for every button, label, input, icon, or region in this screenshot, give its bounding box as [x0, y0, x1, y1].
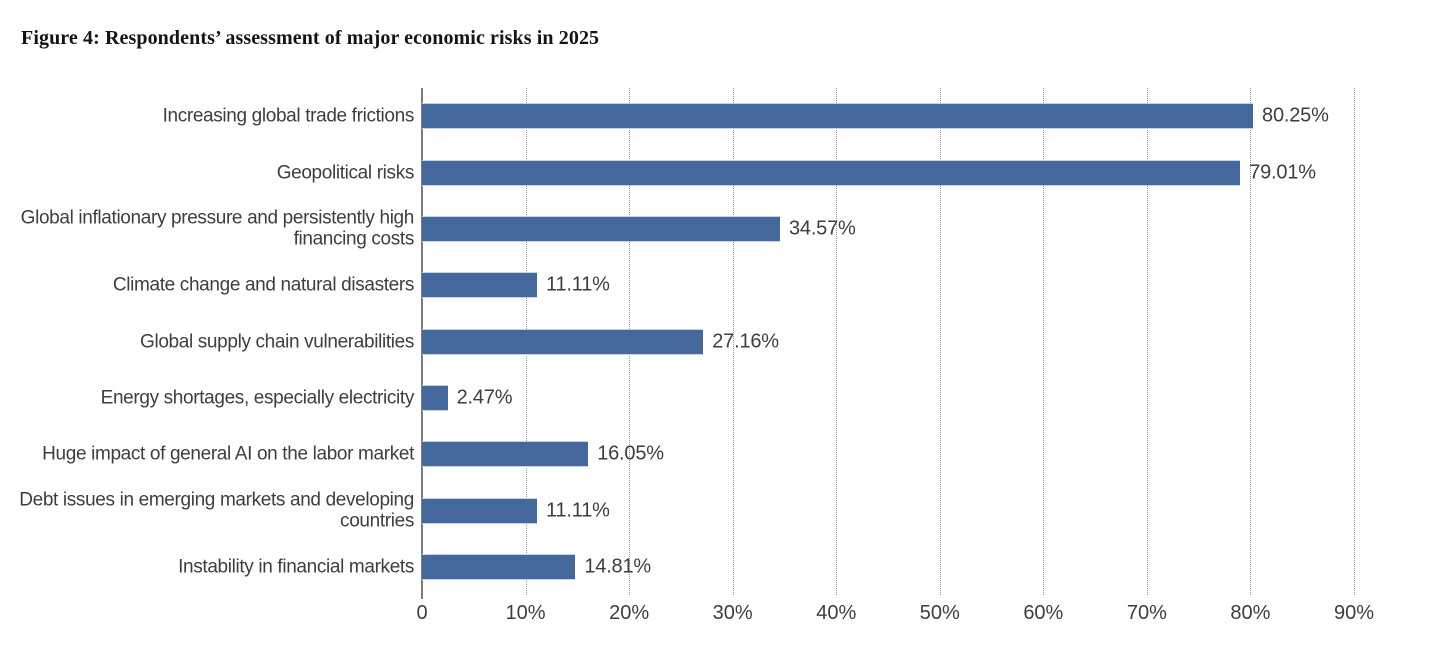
x-tick-label-0: 0 [416, 602, 428, 624]
bar-value-label: 16.05% [597, 442, 664, 465]
gridline-50% [939, 88, 941, 595]
bar-4 [422, 272, 538, 299]
x-tick-label-80%: 80% [1230, 602, 1271, 624]
bar-value-label: 79.01% [1249, 161, 1316, 183]
x-tick-label-30%: 30% [712, 602, 753, 624]
category-label: Huge impact of general AI on the labor m… [42, 443, 414, 465]
category-label: Instability in financial markets [178, 556, 414, 578]
gridline-70% [1146, 88, 1148, 595]
bar-9 [422, 553, 576, 580]
plot-area: 80.25% 79.01% 34.57% 11.11% 27.16% 2.47% 16.05… [421, 88, 1355, 599]
category-label: Increasing global trade frictions [162, 105, 415, 127]
bar-7 [422, 441, 589, 468]
bar-value-label: 80.25% [1262, 104, 1329, 127]
bar-value-label: 34.57% [788, 217, 856, 240]
bar-3 [422, 215, 780, 242]
x-tick-label-10%: 10% [505, 602, 546, 624]
gridline-60% [1043, 88, 1045, 595]
x-tick-label-60%: 60% [1023, 602, 1064, 624]
bar-value-label: 11.11% [546, 273, 610, 296]
category-label: Global inflationary pressure and persist… [20, 207, 415, 250]
bar-value-label: 11.11% [546, 499, 610, 521]
bar-1 [422, 103, 1254, 130]
x-tick-label-90%: 90% [1333, 602, 1375, 624]
category-label: Energy shortages, especially electricity [100, 387, 415, 409]
x-tick-label-70%: 70% [1126, 602, 1167, 624]
bar-6 [422, 384, 448, 411]
gridline-80% [1250, 88, 1252, 595]
bar-8 [422, 497, 538, 524]
x-tick-label-20%: 20% [609, 602, 650, 624]
category-label: Climate change and natural disasters [112, 274, 414, 296]
bar-value-label: 2.47% [456, 386, 513, 409]
bar-value-label: 14.81% [584, 555, 651, 578]
bar-2 [422, 159, 1241, 186]
category-labels: Increasing global trade frictions Geopoli… [0, 88, 414, 595]
gridline-30% [732, 88, 734, 595]
x-axis-tick-labels: 0 10% 20% 30% 40% 50% 60% 70% 80% 90% [416, 602, 1374, 630]
category-label: Geopolitical risks [276, 161, 415, 183]
gridline-90% [1354, 88, 1355, 595]
x-tick-label-40%: 40% [816, 602, 857, 624]
bar-value-label: 27.16% [712, 330, 779, 352]
bar-5 [422, 328, 704, 355]
figure-title: Figure 4: Respondents’ assessment of maj… [21, 27, 600, 49]
x-tick-label-50%: 50% [919, 602, 960, 624]
category-label: Global supply chain vulnerabilities [140, 330, 414, 352]
category-label: Debt issues in emerging markets and deve… [19, 489, 414, 532]
gridline-40% [836, 88, 838, 595]
